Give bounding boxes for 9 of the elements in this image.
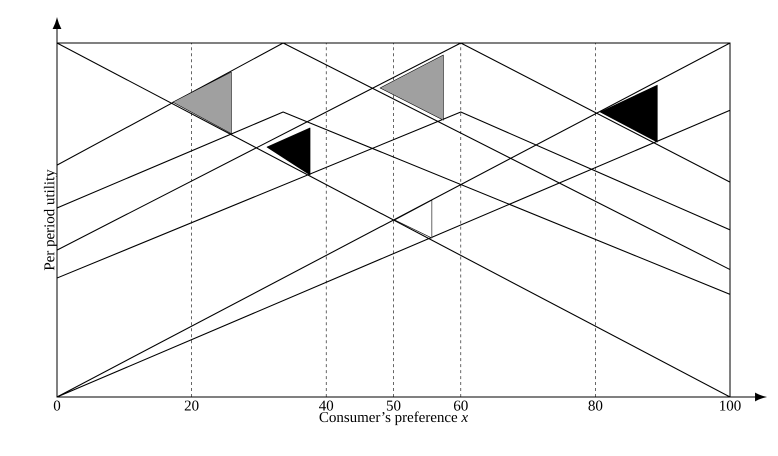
- x-tick-label: 50: [386, 400, 400, 411]
- x-tick-label: 60: [454, 400, 468, 411]
- x-tick-label: 0: [54, 400, 60, 411]
- x-tick-label: 40: [319, 400, 334, 411]
- x-axis-title: Consumer’s preference x: [320, 411, 468, 426]
- x-tick-label: 20: [184, 400, 199, 411]
- x-tick-label: 80: [588, 400, 602, 411]
- y-axis-title: Per period utility: [44, 169, 58, 270]
- x-tick-label: 100: [720, 400, 741, 411]
